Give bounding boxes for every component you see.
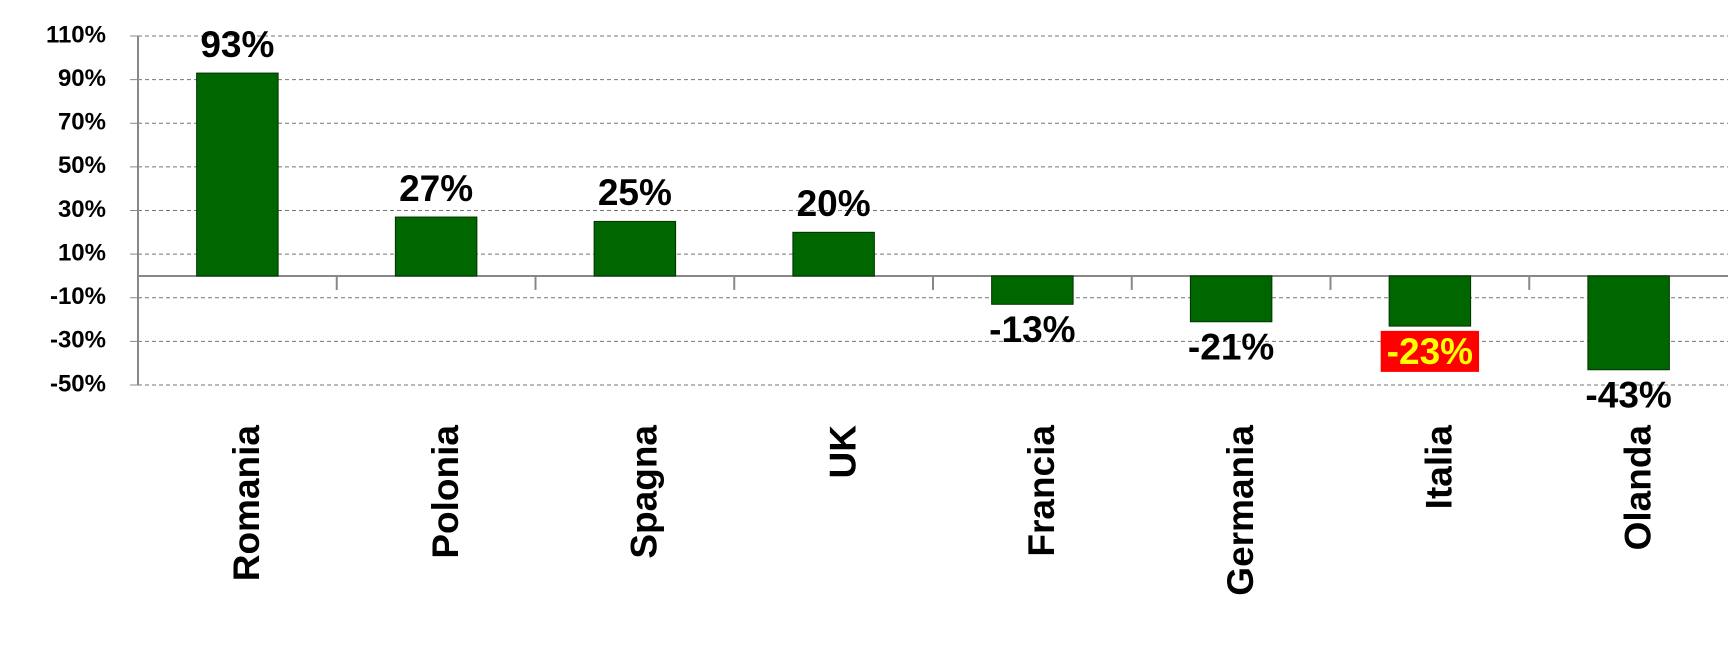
- bar: [991, 275, 1074, 305]
- value-label: 25%: [598, 172, 672, 213]
- x-tick-group: Germania: [1220, 425, 1261, 596]
- x-tick-label: UK: [822, 425, 863, 479]
- value-label: 20%: [797, 183, 871, 224]
- x-tick-label: Francia: [1021, 425, 1062, 557]
- bar: [593, 220, 677, 277]
- value-label: -13%: [989, 309, 1075, 350]
- x-tick-label: Italia: [1419, 425, 1460, 510]
- y-tick-label: 70%: [58, 109, 106, 136]
- y-tick-label: -10%: [50, 283, 106, 310]
- x-tick-group: Francia: [1021, 425, 1062, 557]
- value-label-highlight: [1380, 330, 1480, 372]
- y-tick-label: 30%: [58, 196, 106, 223]
- x-tick-group: Olanda: [1617, 425, 1658, 551]
- x-tick-group: UK: [822, 425, 863, 479]
- x-tick-group: Polonia: [425, 425, 466, 559]
- bar: [394, 216, 478, 277]
- bar: [1189, 275, 1273, 323]
- x-tick-label: Spagna: [624, 425, 665, 559]
- y-tick-label: -50%: [50, 370, 106, 397]
- x-tick-label: Germania: [1220, 425, 1261, 596]
- bar: [1388, 275, 1472, 327]
- value-label: 27%: [399, 168, 473, 209]
- bar: [792, 231, 875, 277]
- y-tick-label: 110%: [46, 21, 106, 48]
- x-tick-group: Italia: [1419, 425, 1460, 510]
- y-tick-label: 50%: [58, 152, 106, 179]
- bar: [196, 72, 279, 277]
- value-label: -21%: [1188, 327, 1274, 368]
- x-tick-group: Romania: [226, 425, 267, 582]
- y-tick-label: -30%: [50, 327, 106, 354]
- x-tick-label: Olanda: [1617, 425, 1658, 551]
- bar: [1587, 275, 1670, 371]
- value-label: -43%: [1585, 375, 1671, 416]
- y-tick-label: 90%: [58, 65, 106, 92]
- y-tick-label: 10%: [58, 239, 106, 266]
- value-label: -23%: [1387, 331, 1473, 372]
- value-label: 93%: [200, 24, 274, 65]
- x-tick-group: Spagna: [624, 425, 665, 559]
- x-tick-label: Romania: [226, 425, 267, 582]
- x-tick-label: Polonia: [425, 425, 466, 559]
